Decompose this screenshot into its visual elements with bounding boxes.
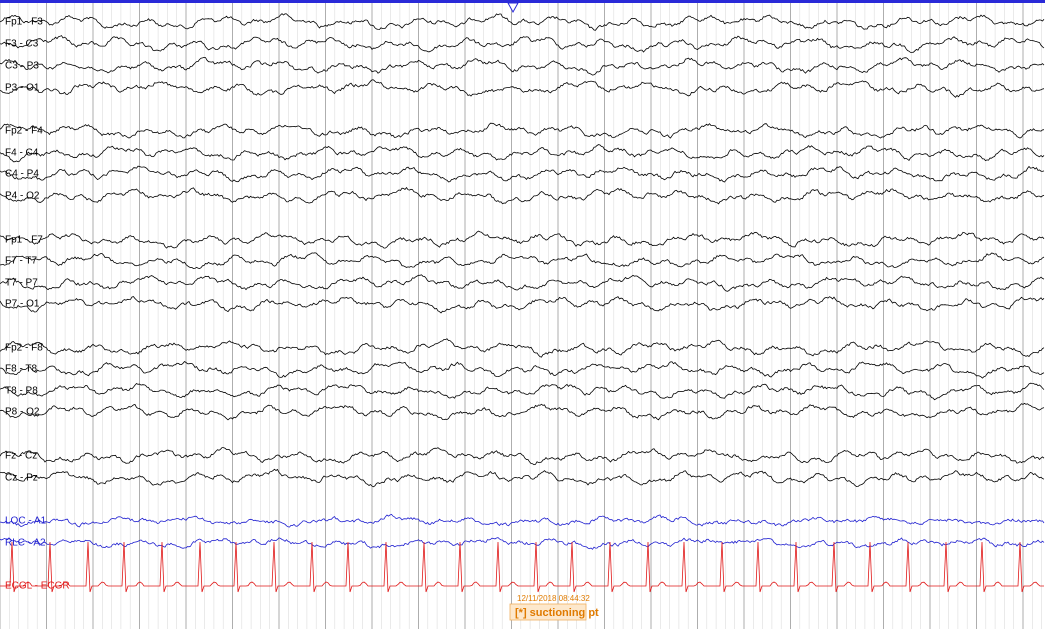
- channel-trace: [0, 165, 1045, 183]
- traces: [0, 13, 1045, 593]
- channel-label: F3 - C3: [5, 39, 39, 50]
- channel-label: Fz - Cz: [5, 451, 37, 462]
- channel-labels: Fp1 - F3 F3 - C3 C3 - P3 P3 - O1 Fp2 - F4 F4 …: [5, 17, 70, 592]
- channel-label: Fp1 - F3: [5, 17, 43, 28]
- channel-trace: [0, 122, 1045, 139]
- channel-trace: [0, 447, 1045, 466]
- channel-label: LOC - A1: [5, 516, 47, 527]
- channel-label: F4 - C4: [5, 148, 39, 159]
- channel-trace: [0, 144, 1045, 163]
- channel-label: RLC - A2: [5, 538, 46, 549]
- time-grid: [0, 3, 1042, 629]
- channel-trace: [0, 274, 1045, 292]
- channel-trace: [0, 35, 1045, 53]
- channel-trace: [0, 186, 1045, 205]
- channel-trace: [0, 468, 1045, 488]
- channel-label: T8 - P8: [5, 386, 38, 397]
- channel-trace: [0, 56, 1045, 76]
- channel-label: T7 - P7: [5, 278, 38, 289]
- channel-label: C4 - P4: [5, 169, 39, 180]
- channel-label: Fp1 - F7: [5, 235, 43, 246]
- channel-trace: [0, 79, 1045, 98]
- channel-label: F8 - T8: [5, 364, 37, 375]
- channel-label: C3 - P3: [5, 61, 39, 72]
- channel-label: ECGL - ECGR: [5, 581, 70, 592]
- channel-trace: [0, 13, 1045, 31]
- channel-trace: [0, 360, 1045, 379]
- top-bar: [0, 0, 1045, 3]
- channel-trace: [0, 296, 1045, 314]
- channel-label: P7 - O1: [5, 299, 40, 310]
- page-marker: [507, 2, 519, 14]
- channel-trace: [0, 513, 1045, 528]
- annotation-box: [509, 603, 587, 621]
- annotation-time: 12/11/2018 08:44:32: [517, 594, 590, 603]
- channel-trace: [0, 252, 1045, 270]
- channel-label: Fp2 - F4: [5, 126, 43, 137]
- channel-label: Cz - Pz: [5, 473, 38, 484]
- channel-trace: [0, 382, 1045, 401]
- channel-trace: [0, 230, 1045, 249]
- channel-trace: [0, 541, 1044, 593]
- channel-label: P3 - O1: [5, 83, 40, 94]
- channel-trace: [0, 402, 1045, 421]
- channel-trace: [0, 338, 1045, 358]
- channel-label: P8 - O2: [5, 407, 40, 418]
- channel-label: F7 - T7: [5, 256, 37, 267]
- channel-label: P4 - O2: [5, 191, 40, 202]
- channel-label: Fp2 - F8: [5, 343, 43, 354]
- annotation-text: [*] suctioning pt: [515, 607, 599, 619]
